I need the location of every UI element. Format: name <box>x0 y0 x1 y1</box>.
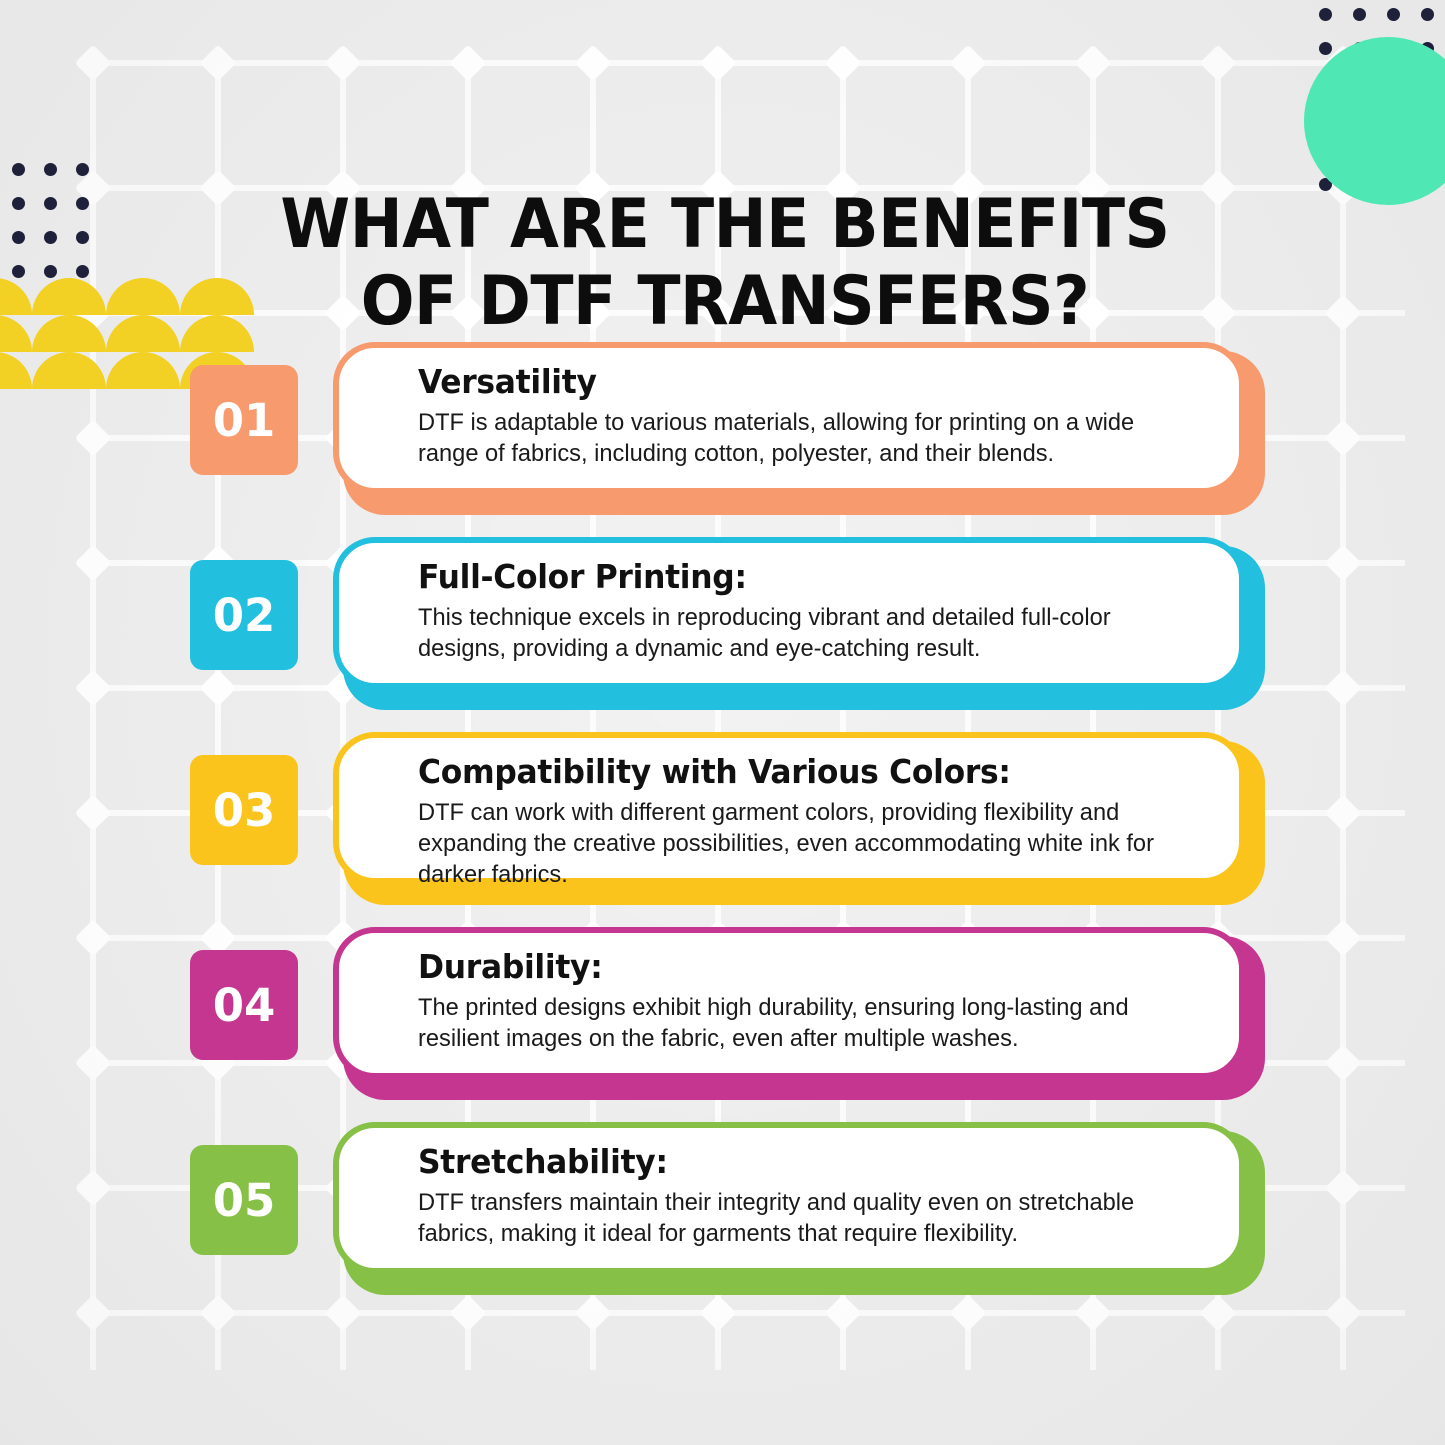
mint-circle-decoration <box>1304 37 1445 205</box>
benefit-number-badge: 01 <box>190 365 298 475</box>
decorative-dot <box>76 231 89 244</box>
decorative-dot <box>76 197 89 210</box>
decorative-dot <box>1319 42 1332 55</box>
benefit-title: Stretchability: <box>418 1142 668 1181</box>
decorative-dot <box>44 231 57 244</box>
benefit-number-badge: 04 <box>190 950 298 1060</box>
decorative-dot <box>1387 8 1400 21</box>
benefit-card: Full-Color Printing: This technique excel… <box>333 532 1265 710</box>
decorative-dot <box>12 231 25 244</box>
benefit-description: DTF is adaptable to various materials, a… <box>418 408 1135 467</box>
benefit-description: DTF transfers maintain their integrity a… <box>418 1188 1135 1247</box>
benefit-number: 05 <box>212 1173 276 1227</box>
benefit-card: Compatibility with Various Colors: DTF ca… <box>333 727 1265 905</box>
benefit-number: 04 <box>212 978 276 1032</box>
benefit-title: Full-Color Printing: <box>418 557 747 596</box>
benefit-row: 02 Full-Color Printing: This technique exc… <box>0 532 1445 727</box>
decorative-dot <box>12 163 25 176</box>
decorative-dot <box>12 265 25 278</box>
benefit-card: Stretchability: DTF transfers maintain th… <box>333 1117 1265 1295</box>
page-title: WHAT ARE THE BENEFITS OF DTF TRANSFERS? <box>280 184 1170 342</box>
benefit-row: 01 Versatility DTF is adaptable to various… <box>0 337 1445 532</box>
decorative-dot <box>1353 8 1366 21</box>
decorative-dot <box>12 197 25 210</box>
decorative-dot <box>44 265 57 278</box>
benefit-number-badge: 03 <box>190 755 298 865</box>
decorative-dot <box>44 197 57 210</box>
benefit-description: The printed designs exhibit high durabil… <box>418 993 1129 1052</box>
benefit-number: 01 <box>212 393 276 447</box>
benefits-list: 01 Versatility DTF is adaptable to various… <box>0 337 1445 1312</box>
benefit-number: 03 <box>212 783 276 837</box>
benefit-row: 04 Durability: The printed designs exhibit… <box>0 922 1445 1117</box>
benefit-row: 05 Stretchability: DTF transfers maintain … <box>0 1117 1445 1312</box>
benefit-description: DTF can work with different garment colo… <box>418 798 1154 889</box>
benefit-card: Durability: The printed designs exhibit h… <box>333 922 1265 1100</box>
decorative-dot <box>1421 8 1434 21</box>
decorative-dot <box>76 265 89 278</box>
decorative-dot <box>44 163 57 176</box>
benefit-number: 02 <box>212 588 276 642</box>
decorative-dot <box>1319 8 1332 21</box>
benefit-title: Durability: <box>418 947 603 986</box>
benefit-title: Compatibility with Various Colors: <box>418 752 1011 791</box>
benefit-description: This technique excels in reproducing vib… <box>418 603 1111 662</box>
benefit-card-body: Full-Color Printing: This technique excel… <box>333 537 1245 689</box>
benefit-number-badge: 02 <box>190 560 298 670</box>
benefit-card-body: Compatibility with Various Colors: DTF ca… <box>333 732 1245 888</box>
benefit-card-body: Versatility DTF is adaptable to various m… <box>333 342 1245 494</box>
benefit-row: 03 Compatibility with Various Colors: DTF … <box>0 727 1445 922</box>
benefit-title: Versatility <box>418 362 597 401</box>
benefit-card: Versatility DTF is adaptable to various m… <box>333 337 1265 515</box>
benefit-card-body: Stretchability: DTF transfers maintain th… <box>333 1122 1245 1274</box>
decorative-dot <box>76 163 89 176</box>
benefit-card-body: Durability: The printed designs exhibit h… <box>333 927 1245 1079</box>
benefit-number-badge: 05 <box>190 1145 298 1255</box>
